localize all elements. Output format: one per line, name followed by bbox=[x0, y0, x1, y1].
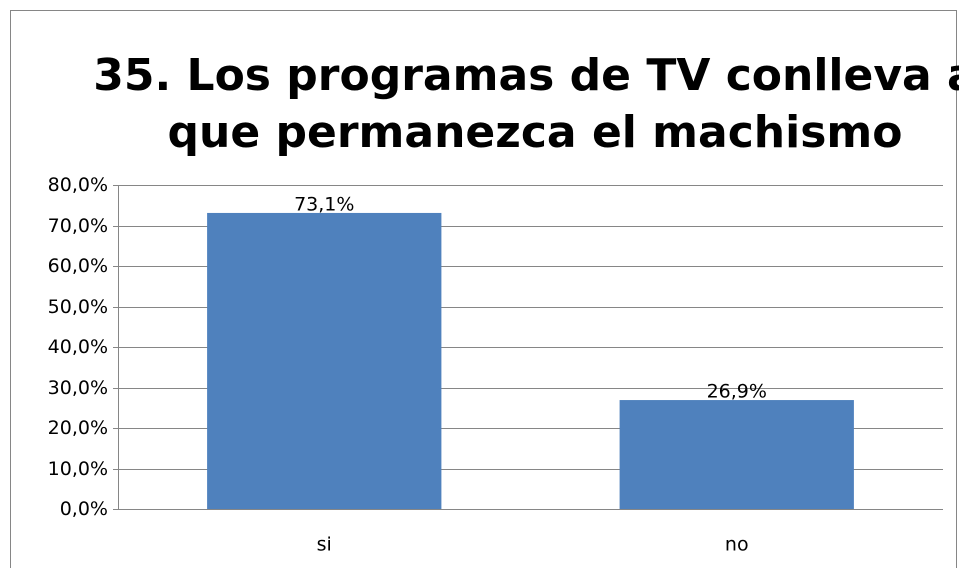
y-tick-label: 0,0% bbox=[60, 498, 108, 520]
chart-title: que permanezca el machismo bbox=[168, 107, 903, 158]
y-tick-label: 20,0% bbox=[48, 417, 108, 439]
x-tick-label: no bbox=[725, 534, 749, 556]
x-tick-label: si bbox=[317, 534, 332, 556]
y-tick-label: 70,0% bbox=[48, 215, 108, 237]
y-tick-label: 10,0% bbox=[48, 458, 108, 480]
bar bbox=[207, 212, 442, 509]
y-tick-label: 30,0% bbox=[48, 377, 108, 399]
y-tick-label: 80,0% bbox=[48, 174, 108, 196]
data-label: 73,1% bbox=[294, 193, 354, 215]
chart-title: 35. Los programas de TV conlleva a bbox=[93, 50, 959, 101]
bar bbox=[619, 400, 854, 509]
data-label: 26,9% bbox=[707, 381, 767, 403]
y-tick-label: 50,0% bbox=[48, 296, 108, 318]
y-tick-label: 40,0% bbox=[48, 336, 108, 358]
y-tick-label: 60,0% bbox=[48, 255, 108, 277]
